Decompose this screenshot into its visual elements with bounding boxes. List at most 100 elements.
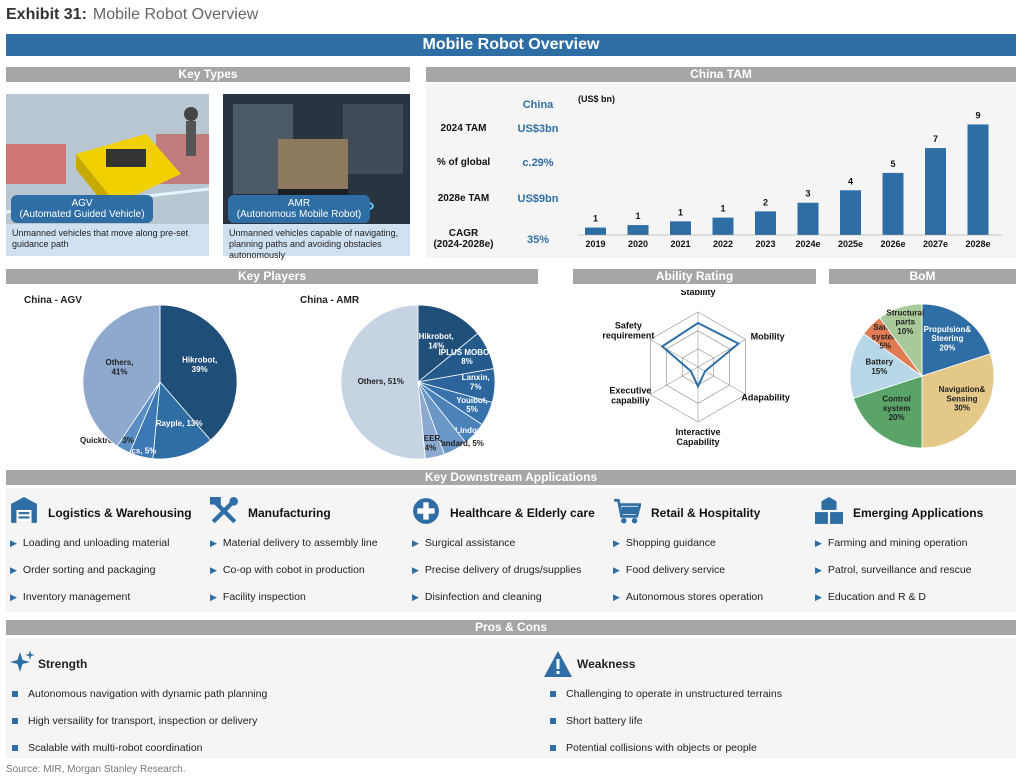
sparkle-icon bbox=[10, 650, 35, 672]
pie-slice-label: Propulsion& Steering 20% bbox=[924, 325, 972, 352]
exhibit-number: Exhibit 31: bbox=[6, 6, 87, 23]
pie-slice-label: Battery 15% bbox=[866, 358, 894, 376]
application-title: Emerging Applications bbox=[853, 506, 984, 520]
bullet-arrow-icon: ▶ bbox=[210, 538, 217, 548]
radar-axis-label: Adapability bbox=[741, 393, 790, 403]
cubes-icon bbox=[815, 497, 843, 530]
tam-x-tick: 2027e bbox=[923, 239, 948, 249]
radar-axis-label: Stability bbox=[680, 290, 715, 297]
medical-cross-icon bbox=[412, 497, 440, 530]
tam-bar bbox=[840, 190, 861, 235]
pie-slice-label: Hikrobot, 14% bbox=[419, 332, 454, 350]
amr-description: Unmanned vehicles capable of navigating,… bbox=[223, 224, 410, 260]
bullet-arrow-icon: ▶ bbox=[613, 565, 620, 575]
tam-x-tick: 2021 bbox=[670, 239, 690, 249]
pie-slice-label: Standard, 5% bbox=[433, 439, 484, 448]
pie-slice-label: Navigation& Sensing 30% bbox=[939, 385, 986, 412]
radar-spoke bbox=[650, 339, 699, 368]
bullet-arrow-icon: ▶ bbox=[613, 592, 620, 602]
application-item: ▶ Surgical assistance bbox=[412, 537, 516, 549]
tam-bar-value: 1 bbox=[720, 204, 725, 214]
application-item: ▶ Material delivery to assembly line bbox=[210, 537, 378, 549]
agv-caption-line1: AGV bbox=[71, 198, 93, 209]
tam-bar-value: 5 bbox=[890, 159, 895, 169]
bullet-arrow-icon: ▶ bbox=[210, 592, 217, 602]
pie-slice-label: Hikrobot, 39% bbox=[182, 356, 217, 374]
tam-row-label: 2024 TAM bbox=[440, 123, 487, 134]
tam-x-tick: 2025e bbox=[838, 239, 863, 249]
application-item: ▶ Facility inspection bbox=[210, 591, 306, 603]
amr-illustration bbox=[223, 94, 410, 224]
application-item: ▶ Patrol, surveillance and rescue bbox=[815, 564, 972, 576]
radar-axis-label: Mobility bbox=[751, 332, 785, 342]
pie-slice-label: Others, 41% bbox=[105, 358, 133, 376]
exhibit-subtitle: Mobile Robot Overview bbox=[92, 6, 259, 23]
tam-bar-value: 4 bbox=[848, 176, 853, 186]
pie-slice-label: SEER, 4% bbox=[418, 434, 442, 452]
tam-bar bbox=[585, 227, 606, 235]
radar-axis-label: Interactive Capability bbox=[675, 427, 720, 447]
section-key-players: Key Players bbox=[6, 269, 538, 284]
bullet-arrow-icon: ▶ bbox=[412, 565, 419, 575]
application-item: ▶ Food delivery service bbox=[613, 564, 726, 576]
weakness-item: Short battery life bbox=[550, 715, 642, 727]
pie-slice bbox=[152, 381, 212, 460]
agv-photo bbox=[6, 94, 209, 224]
application-item: ▶ Education and R & D bbox=[815, 591, 926, 603]
bom-pie-chart: Propulsion& Steering 20% Navigation& Sensing… bbox=[849, 303, 995, 449]
tam-bar bbox=[627, 225, 649, 235]
shopping-cart-icon bbox=[613, 497, 642, 530]
pie-slice bbox=[921, 303, 991, 377]
strength-item: High versaility for transport, inspectio… bbox=[12, 715, 257, 727]
tam-x-tick: 2028e bbox=[965, 239, 990, 249]
tam-bar-value: 1 bbox=[635, 211, 640, 221]
bullet-arrow-icon: ▶ bbox=[412, 538, 419, 548]
amr-caption: AMR (Autonomous Mobile Robot) bbox=[228, 195, 370, 223]
main-title: Mobile Robot Overview bbox=[6, 34, 1016, 56]
pie-slice bbox=[417, 304, 479, 383]
tam-bar-value: 2 bbox=[763, 197, 768, 207]
weakness-title: Weakness bbox=[577, 657, 636, 671]
tam-bar bbox=[755, 211, 776, 235]
agv-description: Unmanned vehicles that move along pre-se… bbox=[6, 224, 209, 256]
tam-bar-value: 9 bbox=[975, 110, 980, 120]
agv-pie-title: China - AGV bbox=[24, 295, 82, 306]
tam-x-tick: 2020 bbox=[628, 239, 648, 249]
pie-slice-label: Structural parts 10% bbox=[886, 308, 924, 335]
pie-slice-label: IPLUS MOBOT, 8% bbox=[439, 348, 496, 366]
agv-illustration bbox=[6, 94, 209, 224]
exhibit-header: Exhibit 31: Mobile Robot Overview bbox=[6, 6, 258, 24]
application-item: ▶ Co-op with cobot in production bbox=[210, 564, 365, 576]
pie-slice bbox=[82, 304, 161, 447]
tam-row-value: US$9bn bbox=[517, 193, 559, 205]
amr-photo bbox=[223, 94, 410, 224]
tam-x-tick: 2024e bbox=[795, 239, 820, 249]
tam-col-header: China bbox=[522, 99, 554, 111]
amr-caption-line1: AMR bbox=[287, 198, 311, 209]
application-item: ▶ Loading and unloading material bbox=[10, 537, 170, 549]
warning-icon bbox=[544, 651, 572, 677]
tam-row-label: % of global bbox=[436, 157, 491, 168]
tam-unit-label: (US$ bn) bbox=[578, 94, 615, 104]
application-item: ▶ Shopping guidance bbox=[613, 537, 716, 549]
agv-caption: AGV (Automated Guided Vehicle) bbox=[11, 195, 153, 223]
tam-bar-value: 1 bbox=[678, 207, 683, 217]
application-item: ▶ Autonomous stores operation bbox=[613, 591, 764, 603]
strength-title: Strength bbox=[38, 657, 88, 671]
strength-item: Scalable with multi-robot coordination bbox=[12, 742, 203, 754]
applications-panel bbox=[6, 488, 1016, 612]
pie-slice-label: Lanxin, 7% bbox=[462, 373, 490, 391]
bullet-arrow-icon: ▶ bbox=[412, 592, 419, 602]
tam-x-tick: 2026e bbox=[880, 239, 905, 249]
tam-bar bbox=[967, 124, 989, 235]
pie-slice bbox=[159, 304, 238, 441]
tam-row-value: c.29% bbox=[522, 157, 554, 169]
tam-row-value: 35% bbox=[526, 234, 550, 246]
pie-slice-label: Control system 20% bbox=[882, 395, 910, 422]
tam-bar bbox=[925, 148, 946, 235]
pros-cons-panel bbox=[6, 638, 1016, 758]
section-china-tam: China TAM bbox=[426, 67, 1016, 82]
bullet-arrow-icon: ▶ bbox=[210, 565, 217, 575]
tam-bar-value: 7 bbox=[933, 134, 938, 144]
application-title: Healthcare & Elderly care bbox=[450, 506, 595, 520]
